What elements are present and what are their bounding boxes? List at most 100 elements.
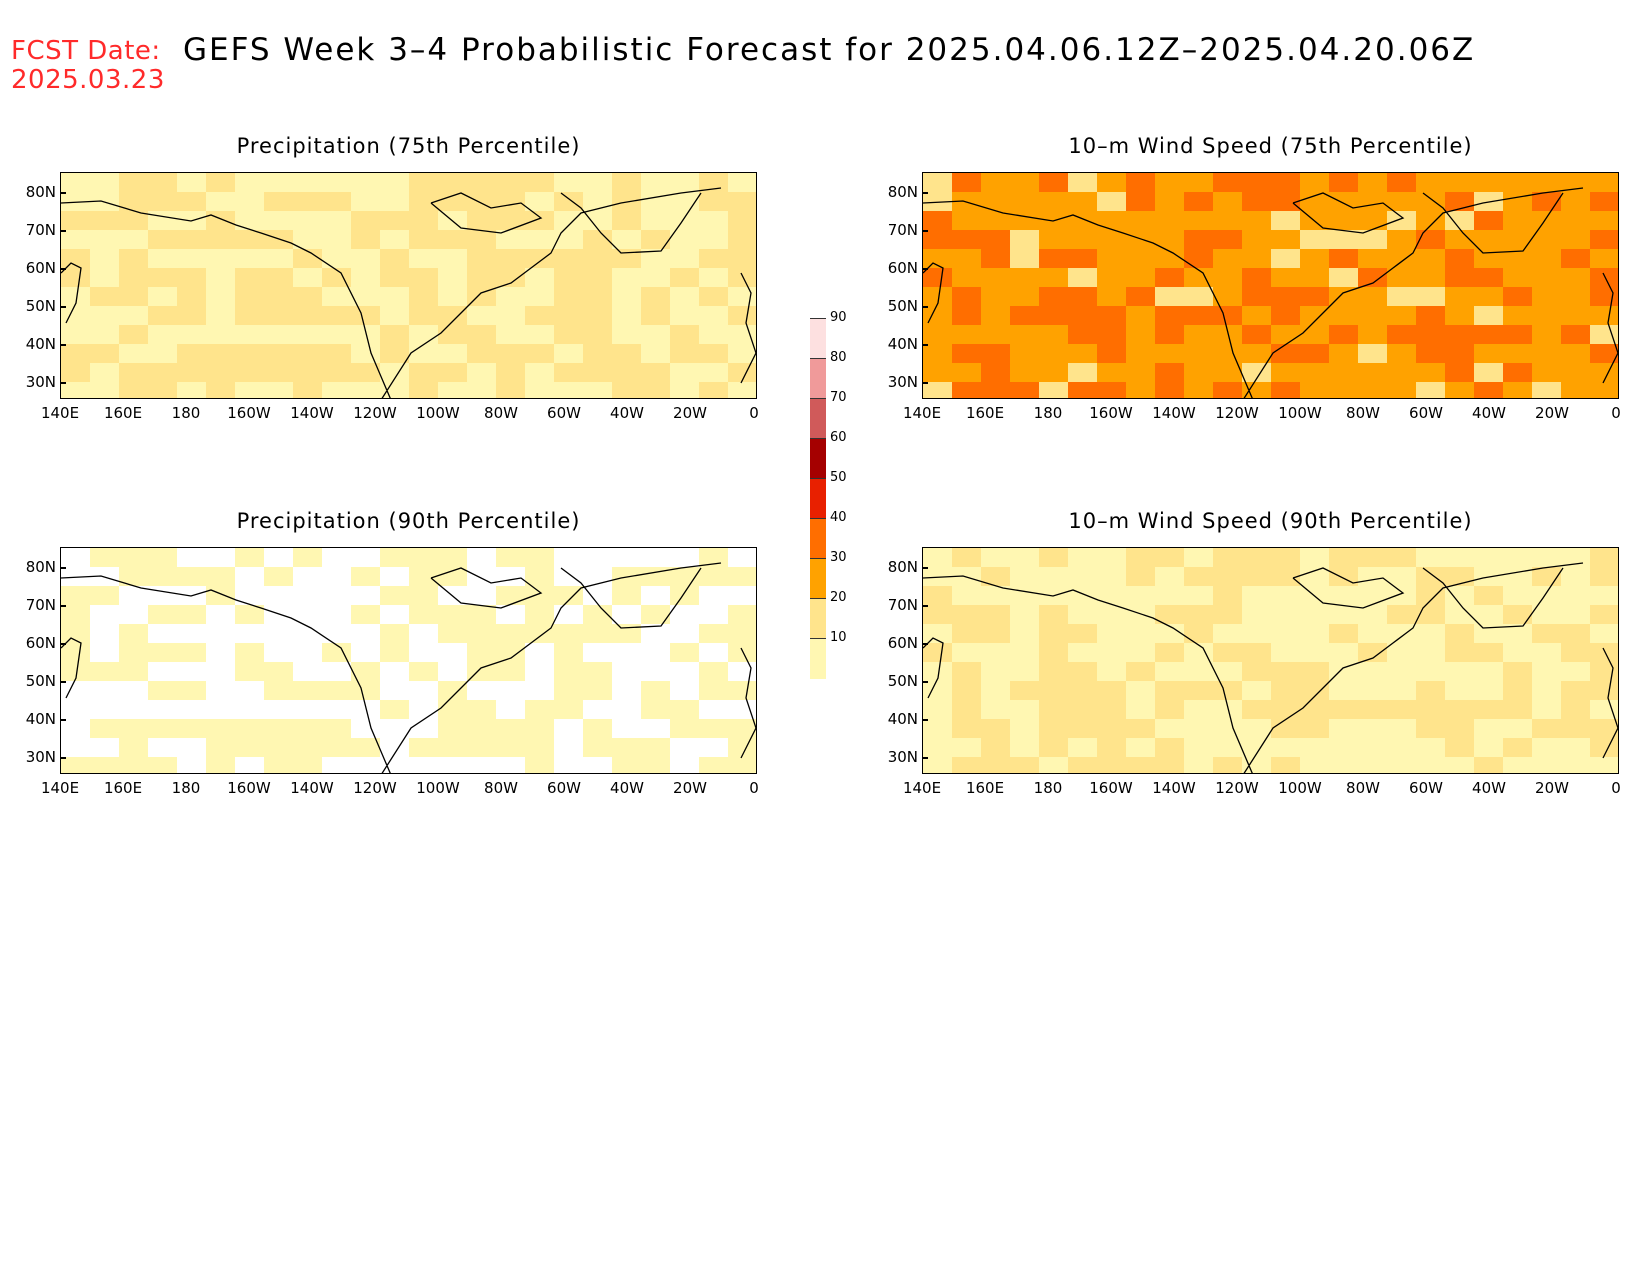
- field-cell: [525, 287, 555, 307]
- lon-label: 40W: [1472, 779, 1506, 797]
- field-cell: [1532, 192, 1562, 212]
- field-cell: [351, 738, 381, 758]
- field-cell: [1068, 624, 1098, 644]
- field-cell: [1271, 192, 1301, 212]
- field-cell: [61, 249, 91, 269]
- field-cell: [90, 268, 120, 288]
- field-cell: [1242, 681, 1272, 701]
- lon-label: 160W: [1089, 404, 1133, 422]
- field-cell: [1097, 548, 1127, 568]
- field-cell: [90, 548, 120, 568]
- field-cell: [177, 306, 207, 326]
- field-cell: [409, 211, 439, 231]
- field-cell: [1474, 382, 1504, 398]
- field-cell: [952, 662, 982, 682]
- field-cell: [641, 173, 671, 193]
- field-cell: [1213, 287, 1243, 307]
- field-cell: [206, 662, 236, 682]
- field-cell: [670, 344, 700, 364]
- field-cell: [1358, 567, 1388, 587]
- field-cell: [177, 268, 207, 288]
- field-cell: [61, 624, 91, 644]
- field-cell: [380, 287, 410, 307]
- lat-label: 80N: [25, 558, 56, 576]
- field-cell: [235, 700, 265, 720]
- field-cell: [1590, 605, 1618, 625]
- field-cell: [923, 738, 953, 758]
- lon-label: 40W: [610, 404, 644, 422]
- colorbar-swatch: [810, 438, 826, 479]
- field-cell: [148, 306, 178, 326]
- field-cell: [728, 344, 756, 364]
- colorbar-label: 60: [830, 430, 847, 445]
- field-cell: [293, 230, 323, 250]
- field-cell: [409, 700, 439, 720]
- field-cell: [1561, 249, 1591, 269]
- lon-label: 0: [1611, 404, 1621, 422]
- field-cell: [612, 738, 642, 758]
- field-cell: [554, 624, 584, 644]
- field-cell: [235, 757, 265, 773]
- field-cell: [467, 681, 497, 701]
- field-cell: [1039, 192, 1069, 212]
- field-cell: [1155, 624, 1185, 644]
- field-cell: [148, 211, 178, 231]
- field-cell: [1387, 567, 1417, 587]
- field-cell: [235, 382, 265, 398]
- field-cell: [90, 586, 120, 606]
- lat-tick: [60, 306, 66, 308]
- field-cell: [351, 643, 381, 663]
- field-cell: [293, 211, 323, 231]
- field-cell: [981, 192, 1011, 212]
- field-cell: [1474, 700, 1504, 720]
- field-cell: [923, 306, 953, 326]
- field-cell: [264, 700, 294, 720]
- field-cell: [177, 662, 207, 682]
- field-cell: [981, 268, 1011, 288]
- panel-title: 10–m Wind Speed (90th Percentile): [1068, 509, 1473, 533]
- field-cell: [1561, 382, 1591, 398]
- lon-label: 180: [171, 779, 201, 797]
- field-cell: [1416, 643, 1446, 663]
- field-cell: [1155, 211, 1185, 231]
- lon-label: 140E: [40, 779, 80, 797]
- field-cell: [923, 325, 953, 345]
- field-cell: [1416, 325, 1446, 345]
- field-cell: [496, 681, 526, 701]
- field-cell: [1503, 230, 1533, 250]
- field-cell: [670, 211, 700, 231]
- field-cell: [1445, 249, 1475, 269]
- field-cell: [1561, 624, 1591, 644]
- lon-label: 60W: [1409, 404, 1443, 422]
- field-cell: [1184, 173, 1214, 193]
- field-cell: [409, 287, 439, 307]
- field-cell: [1010, 567, 1040, 587]
- field-cell: [1590, 681, 1618, 701]
- field-cell: [148, 363, 178, 383]
- field-cell: [699, 173, 729, 193]
- field-cell: [61, 738, 91, 758]
- field-cell: [583, 700, 613, 720]
- field-cell: [699, 306, 729, 326]
- field-cell: [981, 173, 1011, 193]
- field-cell: [1242, 738, 1272, 758]
- field-cell: [1474, 344, 1504, 364]
- field-cell: [1329, 624, 1359, 644]
- field-cell: [235, 681, 265, 701]
- field-cell: [1213, 681, 1243, 701]
- field-cell: [467, 738, 497, 758]
- field-cell: [1126, 624, 1156, 644]
- lat-tick: [922, 643, 928, 645]
- field-cell: [1068, 382, 1098, 398]
- field-cell: [206, 586, 236, 606]
- field-cell: [351, 624, 381, 644]
- field-cell: [952, 757, 982, 773]
- field-cell: [119, 192, 149, 212]
- lat-label: 60N: [887, 259, 918, 277]
- field-cell: [641, 325, 671, 345]
- field-cell: [409, 363, 439, 383]
- field-cell: [235, 230, 265, 250]
- field-cell: [438, 719, 468, 739]
- field-cell: [409, 624, 439, 644]
- lat-label: 70N: [25, 596, 56, 614]
